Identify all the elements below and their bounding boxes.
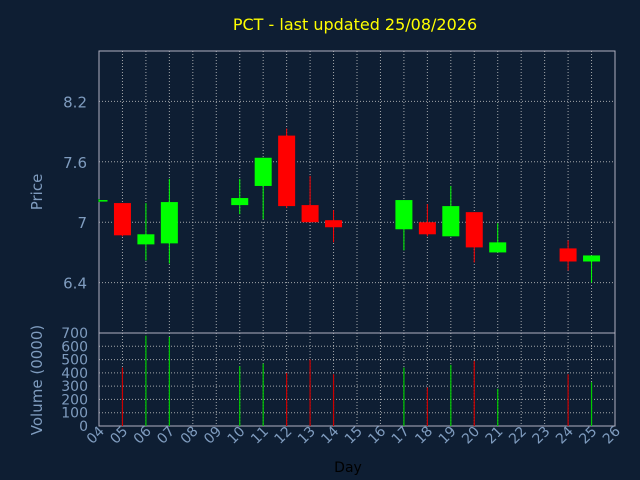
x-tick-label: 08 bbox=[178, 424, 202, 448]
x-tick-label: 14 bbox=[318, 423, 342, 447]
chart-title: PCT - last updated 25/08/2026 bbox=[233, 15, 477, 34]
volume-y-tick-label: 100 bbox=[61, 406, 88, 422]
volume-y-tick-label: 300 bbox=[61, 379, 88, 395]
x-ticks: 04 05 06 07 08 09 10 11 12 13 14 15 16 17 18 19 20 21 22 23… bbox=[84, 423, 624, 447]
volume-y-tick-label: 400 bbox=[61, 366, 88, 382]
x-tick-label: 10 bbox=[225, 424, 249, 448]
candle-body bbox=[99, 200, 108, 202]
candle-body bbox=[395, 200, 413, 230]
x-tick-label: 18 bbox=[412, 424, 436, 448]
x-tick-label: 26 bbox=[600, 423, 624, 447]
x-tick-label: 07 bbox=[154, 424, 178, 448]
candle-body bbox=[465, 212, 483, 248]
x-tick-label: 16 bbox=[365, 423, 389, 447]
candle-body bbox=[583, 255, 601, 262]
volume-y-tick-label: 600 bbox=[61, 339, 88, 355]
candle-body bbox=[418, 222, 436, 235]
x-tick-label: 21 bbox=[483, 424, 507, 448]
candle-body bbox=[113, 203, 131, 236]
price-y-tick-label: 7 bbox=[77, 214, 87, 232]
volume-y-tick-label: 500 bbox=[61, 353, 88, 369]
x-tick-label: 17 bbox=[389, 424, 413, 448]
candle-body bbox=[137, 234, 155, 245]
price-y-ticks: 6.4 7 7.6 8.2 bbox=[63, 93, 87, 292]
candle-body bbox=[160, 202, 178, 244]
x-axis-label: Day bbox=[334, 460, 362, 476]
price-y-tick-label: 6.4 bbox=[63, 275, 87, 293]
volume-y-tick-label: 700 bbox=[61, 326, 88, 342]
candle-body bbox=[559, 248, 577, 262]
x-tick-label: 22 bbox=[506, 424, 530, 448]
price-y-tick-label: 7.6 bbox=[63, 154, 87, 172]
candle-body bbox=[325, 220, 343, 228]
price-panel: 6.4 7 7.6 8.2 Price bbox=[28, 50, 616, 334]
x-tick-label: 24 bbox=[553, 423, 577, 447]
x-tick-label: 23 bbox=[530, 424, 554, 448]
x-tick-label: 20 bbox=[459, 424, 483, 448]
x-tick-label: 12 bbox=[272, 424, 296, 448]
volume-frame bbox=[98, 332, 616, 427]
volume-y-axis-label: Volume (0000) bbox=[28, 325, 46, 435]
x-tick-label: 06 bbox=[131, 423, 155, 447]
volume-y-tick-label: 0 bbox=[79, 419, 88, 435]
candle-body bbox=[301, 205, 319, 223]
x-tick-label: 05 bbox=[107, 424, 131, 448]
x-tick-label: 15 bbox=[342, 424, 366, 448]
price-y-tick-label: 8.2 bbox=[63, 93, 87, 111]
price-y-axis-label: Price bbox=[28, 174, 46, 211]
candle-body bbox=[278, 135, 296, 207]
x-tick-label: 25 bbox=[576, 424, 600, 448]
x-tick-label: 11 bbox=[248, 424, 272, 448]
candle-body bbox=[442, 206, 460, 237]
volume-bars bbox=[121, 335, 593, 426]
volume-y-tick-label: 200 bbox=[61, 392, 88, 408]
candles bbox=[98, 128, 601, 283]
x-tick-label: 09 bbox=[201, 424, 225, 448]
price-grid bbox=[98, 51, 616, 333]
volume-grid bbox=[98, 332, 616, 427]
candle-body bbox=[231, 198, 249, 206]
candle-body bbox=[254, 157, 272, 186]
x-tick-label: 13 bbox=[295, 424, 319, 448]
candle-body bbox=[489, 242, 507, 253]
x-tick-label: 19 bbox=[436, 424, 460, 448]
